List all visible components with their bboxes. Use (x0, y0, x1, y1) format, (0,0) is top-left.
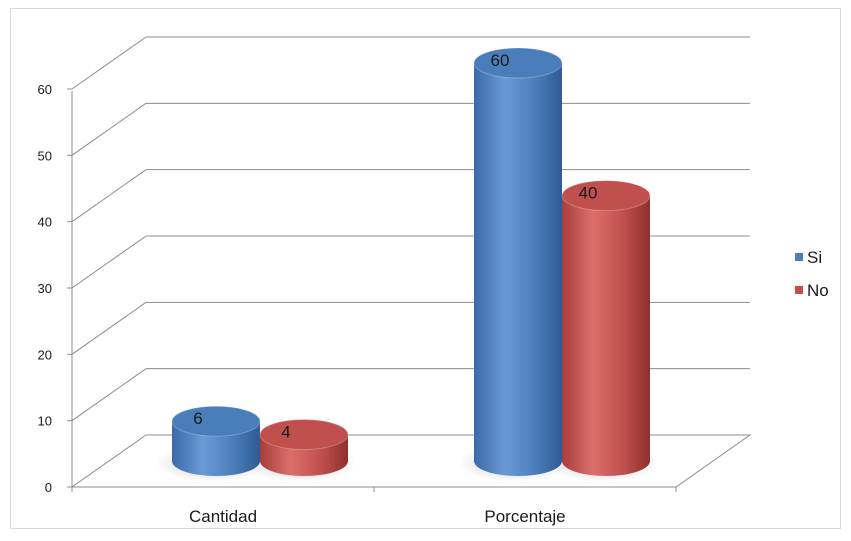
bar (474, 63, 562, 476)
gridline-side (71, 301, 147, 355)
y-tick-label: 60 (38, 82, 52, 97)
y-tick-label: 0 (45, 480, 52, 495)
bars (171, 47, 651, 476)
gridline-side (71, 102, 147, 156)
bar (172, 421, 260, 476)
bar-cap (561, 180, 651, 212)
bar-cap (171, 405, 261, 437)
x-tick-label: Cantidad (189, 507, 257, 526)
legend-swatch (795, 286, 803, 294)
data-label: 40 (579, 184, 598, 203)
gridline-side (71, 36, 147, 90)
y-tick-label: 30 (38, 281, 52, 296)
data-label: 6 (193, 409, 202, 428)
gridline-side (71, 368, 147, 422)
legend-label: Si (807, 248, 822, 267)
y-tick-label: 50 (38, 148, 52, 163)
legend: Si No (795, 248, 829, 300)
legend-label: No (807, 281, 829, 300)
floor-outline (70, 434, 752, 488)
data-label: 60 (491, 51, 510, 70)
y-tick-label: 40 (38, 215, 52, 230)
data-label: 4 (281, 422, 290, 441)
gridline-side (71, 169, 147, 223)
bar-cap (259, 418, 349, 450)
x-tick-label: Porcentaje (484, 507, 565, 526)
gridline-side (71, 235, 147, 289)
bar (562, 195, 650, 476)
legend-swatch (795, 253, 803, 261)
y-tick-label: 10 (38, 414, 52, 429)
chart-border (10, 8, 841, 529)
labels: 6 4 60 40 (193, 51, 597, 441)
bar-cap (473, 47, 563, 79)
y-tick-label: 20 (38, 347, 52, 362)
